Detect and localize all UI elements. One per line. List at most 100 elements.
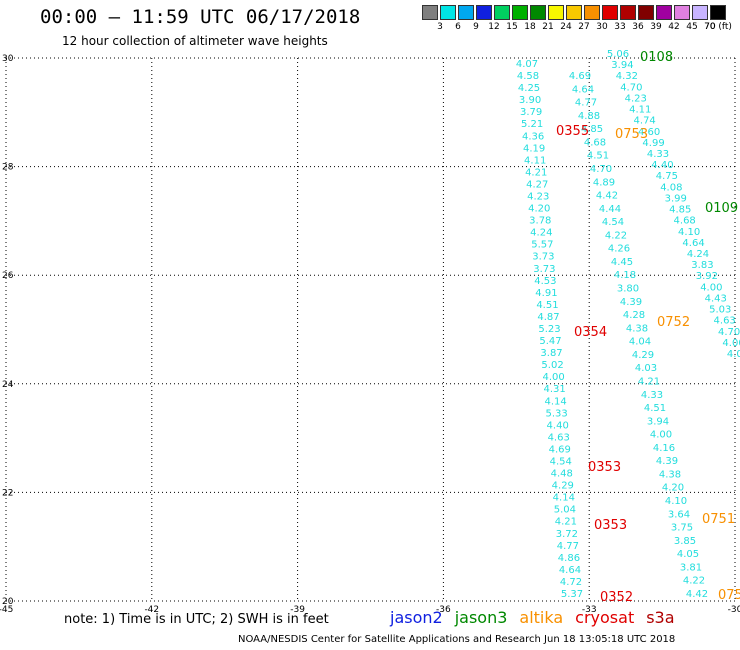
wave-height-value: 4.23 [527, 192, 549, 203]
wave-height-value: 4.39 [656, 456, 678, 467]
wave-height-value: 4.74 [634, 116, 656, 127]
satellite-name: jason2 [390, 608, 443, 627]
wave-height-value: 4.68 [584, 137, 606, 148]
wave-height-value: 5.47 [539, 336, 561, 347]
credit-line: NOAA/NESDIS Center for Satellite Applica… [238, 634, 676, 645]
pass-time-label: 0355 [556, 124, 589, 139]
wave-height-value: 4.64 [682, 238, 704, 249]
wave-height-value: 4.31 [543, 384, 565, 395]
satellite-tracks: 4.074.584.253.903.795.214.364.194.114.21… [516, 49, 740, 600]
legend-swatch [458, 5, 474, 20]
lon-tick-label: -42 [144, 605, 159, 615]
wave-height-value: 4.10 [678, 227, 700, 238]
wave-height-value: 4.69 [549, 444, 571, 455]
wave-height-value: 3.78 [529, 216, 551, 227]
wave-height-value: 4.99 [642, 138, 664, 149]
wave-height-value: 4.40 [547, 420, 569, 431]
satellite-name: jason3 [454, 608, 508, 627]
lat-tick-label: 24 [2, 380, 14, 390]
legend-swatch [638, 5, 654, 20]
legend-swatch [602, 5, 618, 20]
satellite-name: s3a [646, 608, 675, 627]
wave-height-value: 4.05 [677, 549, 699, 560]
wave-height-value: 4.70 [620, 82, 642, 93]
legend-swatch [512, 5, 528, 20]
wave-height-value: 4.86 [558, 553, 580, 564]
wave-height-value: 4.58 [517, 71, 539, 82]
lat-tick-label: 26 [2, 271, 14, 281]
wave-height-value: 3.94 [611, 60, 633, 71]
legend-tick-label: 9 [473, 22, 479, 32]
wave-height-value: 4.00 [700, 282, 722, 293]
wave-height-value: 5.03 [709, 305, 731, 316]
wave-height-value: 4.68 [674, 216, 696, 227]
legend-tick-label: 24 [560, 22, 572, 32]
wave-height-value: 4.75 [656, 171, 678, 182]
wave-height-value: 4.20 [662, 483, 684, 494]
wave-height-value: 4.00 [727, 349, 740, 360]
legend-tick-label: 39 [650, 22, 662, 32]
pass-time-label: 0752 [657, 315, 690, 330]
legend-tick-label: 12 [488, 22, 500, 32]
wave-height-value: 4.22 [683, 576, 705, 587]
wave-height-value: 4.54 [602, 217, 624, 228]
pass-time-label: 0751 [702, 512, 735, 527]
legend-swatch [710, 5, 726, 20]
wave-height-value: 4.23 [625, 93, 647, 104]
wave-height-value: 4.00 [542, 372, 564, 383]
legend-tick-label: 70 [704, 22, 716, 32]
pass-time-label: 0354 [574, 325, 607, 340]
wave-height-value: 4.26 [608, 244, 630, 255]
legend-swatch [584, 5, 600, 20]
wave-height-value: 3.79 [520, 107, 542, 118]
lon-tick-label: -39 [290, 605, 305, 615]
lon-tick-label: -30 [728, 605, 740, 615]
pass-time-label: 0352 [600, 590, 633, 605]
wave-height-value: 5.06 [607, 49, 629, 60]
wave-height-value: 4.53 [534, 276, 556, 287]
wave-height-value: 4.63 [548, 432, 570, 443]
satellite-name: cryosat [575, 608, 635, 627]
legend-swatch [566, 5, 582, 20]
legend-unit: 70 (ft) [704, 22, 732, 32]
pass-time-label: 0753 [615, 127, 648, 142]
wave-height-value: 4.16 [653, 443, 675, 454]
wave-height-value: 3.73 [532, 252, 554, 263]
legend-tick-label: 18 [524, 22, 536, 32]
wave-height-value: 4.11 [629, 105, 651, 116]
wave-height-value: 5.04 [554, 505, 576, 516]
wave-height-value: 4.33 [641, 390, 663, 401]
wave-height-value: 3.85 [674, 536, 696, 547]
wave-height-value: 5.23 [538, 324, 560, 335]
wave-height-value: 4.28 [623, 310, 645, 321]
wave-height-value: 4.54 [550, 457, 572, 468]
wave-height-value: 3.75 [671, 523, 693, 534]
wave-height-value: 4.29 [552, 481, 574, 492]
footer-note: note: 1) Time is in UTC; 2) SWH is in fe… [64, 612, 329, 627]
legend-swatch [692, 5, 708, 20]
wave-height-value: 4.72 [560, 577, 582, 588]
wave-height-value: 4.87 [537, 312, 559, 323]
wave-height-value: 4.14 [553, 493, 575, 504]
wave-height-value: 4.51 [644, 403, 666, 414]
wave-height-value: 4.21 [555, 517, 577, 528]
page-title: 00:00 – 11:59 UTC 06/17/2018 [40, 6, 361, 28]
wave-height-value: 4.69 [569, 71, 591, 82]
wave-height-value: 4.43 [705, 293, 727, 304]
wave-height-value: 4.70 [590, 164, 612, 175]
wave-height-value: 4.07 [516, 59, 538, 70]
wave-height-value: 4.25 [518, 83, 540, 94]
map-axes: -45 -42 -39 -36 -33 -30 30 28 26 24 22 20 [0, 54, 740, 615]
wave-height-value: 3.72 [556, 529, 578, 540]
wave-height-value: 4.10 [665, 496, 687, 507]
wave-height-value: 4.45 [611, 257, 633, 268]
wave-height-value: 4.88 [578, 111, 600, 122]
wave-height-value: 3.81 [680, 562, 702, 573]
wave-height-value: 4.36 [522, 131, 544, 142]
pass-time-label: 0109 [705, 201, 738, 216]
wave-height-value: 4.32 [616, 71, 638, 82]
wave-height-value: 5.02 [541, 360, 563, 371]
lat-tick-label: 28 [2, 163, 14, 173]
legend-tick-label: 30 [596, 22, 608, 32]
wave-height-value: 4.14 [545, 396, 567, 407]
